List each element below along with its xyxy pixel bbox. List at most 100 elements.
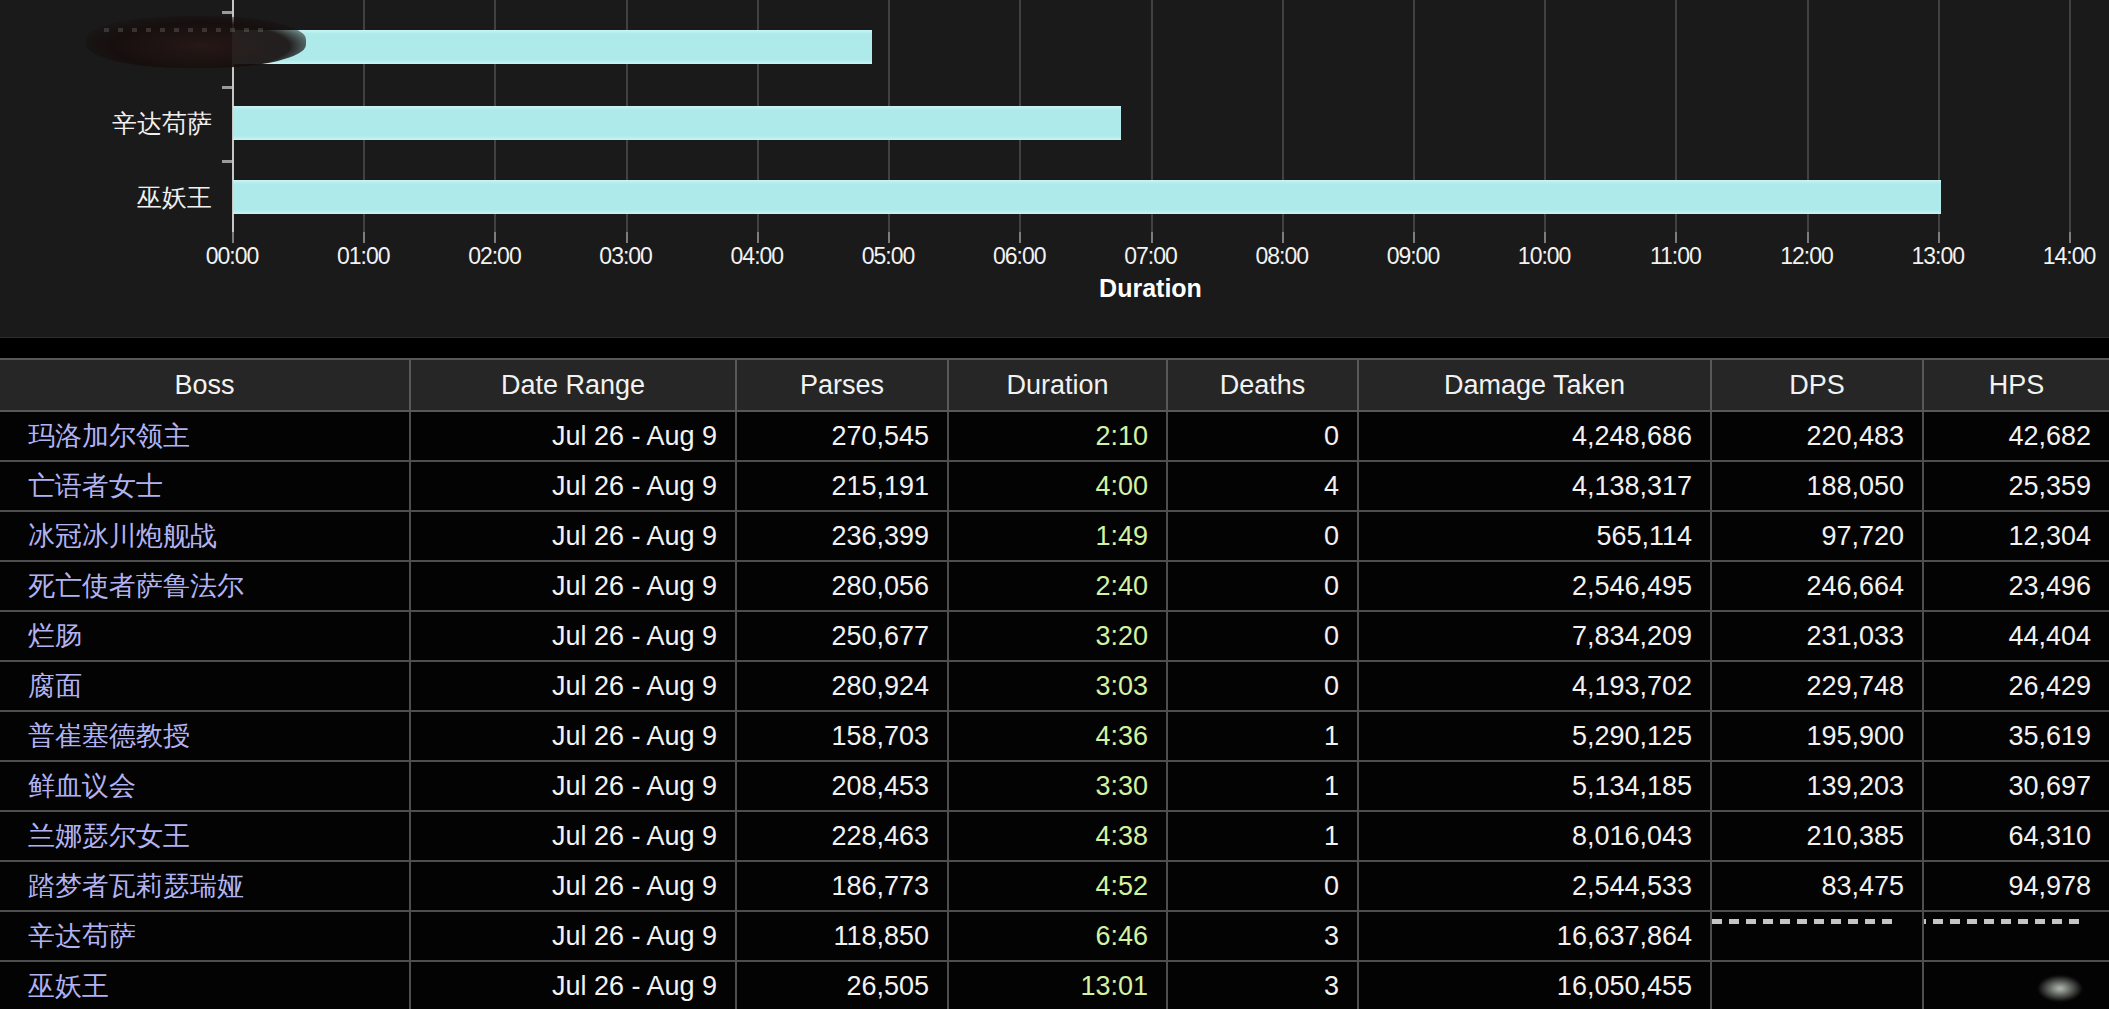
hps-cell: 42,682	[1923, 411, 2109, 461]
x-axis-tick	[363, 232, 365, 243]
deaths-cell: 3	[1167, 961, 1358, 1009]
x-axis-tick	[1019, 232, 1021, 243]
dps-cell: 231,033	[1711, 611, 1923, 661]
gridline	[2069, 0, 2071, 232]
boss-link[interactable]: 烂肠	[28, 621, 82, 651]
table-row: 死亡使者萨鲁法尔 Jul 26 - Aug 9 280,056 2:40 0 2…	[0, 561, 2109, 611]
x-axis-tick	[2069, 232, 2071, 243]
col-header-boss[interactable]: Boss	[0, 359, 410, 411]
x-axis-tick	[1413, 232, 1415, 243]
boss-link[interactable]: 亡语者女士	[28, 471, 163, 501]
col-header-duration[interactable]: Duration	[948, 359, 1167, 411]
col-header-parses[interactable]: Parses	[736, 359, 948, 411]
damage-taken-cell: 565,114	[1358, 511, 1711, 561]
boss-link[interactable]: 普崔塞德教授	[28, 721, 190, 751]
duration-bar[interactable]	[233, 180, 1941, 214]
boss-link[interactable]: 巫妖王	[28, 971, 109, 1001]
col-header-dps[interactable]: DPS	[1711, 359, 1923, 411]
dps-cell	[1711, 961, 1923, 1009]
x-axis-tick-label: 14:00	[1999, 243, 2109, 270]
boss-cell: 冰冠冰川炮舰战	[0, 511, 410, 561]
boss-link[interactable]: 死亡使者萨鲁法尔	[28, 571, 244, 601]
deaths-cell: 0	[1167, 861, 1358, 911]
table-row: 鲜血议会 Jul 26 - Aug 9 208,453 3:30 1 5,134…	[0, 761, 2109, 811]
table-row: 辛达苟萨 Jul 26 - Aug 9 118,850 6:46 3 16,63…	[0, 911, 2109, 961]
x-axis-tick	[1282, 232, 1284, 243]
boss-cell: 踏梦者瓦莉瑟瑞娅	[0, 861, 410, 911]
x-axis-tick-label: 01:00	[293, 243, 433, 270]
boss-link[interactable]: 冰冠冰川炮舰战	[28, 521, 217, 551]
boss-link[interactable]: 踏梦者瓦莉瑟瑞娅	[28, 871, 244, 901]
censor-scribble	[86, 16, 306, 68]
parses-cell: 158,703	[736, 711, 948, 761]
x-axis-tick	[757, 232, 759, 243]
date-range-cell: Jul 26 - Aug 9	[410, 961, 736, 1009]
boss-link[interactable]: 玛洛加尔领主	[28, 421, 190, 451]
damage-taken-cell: 16,050,455	[1358, 961, 1711, 1009]
x-axis-tick	[1807, 232, 1809, 243]
x-axis-tick	[232, 232, 234, 243]
duration-cell: 3:03	[948, 661, 1167, 711]
deaths-cell: 3	[1167, 911, 1358, 961]
parses-cell: 228,463	[736, 811, 948, 861]
boss-cell: 兰娜瑟尔女王	[0, 811, 410, 861]
duration-cell: 4:38	[948, 811, 1167, 861]
table-row: 玛洛加尔领主 Jul 26 - Aug 9 270,545 2:10 0 4,2…	[0, 411, 2109, 461]
damage-taken-cell: 5,134,185	[1358, 761, 1711, 811]
x-axis-tick-label: 08:00	[1212, 243, 1352, 270]
parses-cell: 270,545	[736, 411, 948, 461]
date-range-cell: Jul 26 - Aug 9	[410, 411, 736, 461]
dps-cell: 97,720	[1711, 511, 1923, 561]
deaths-cell: 0	[1167, 411, 1358, 461]
col-header-hps[interactable]: HPS	[1923, 359, 2109, 411]
category-label[interactable]: 巫妖王	[0, 180, 212, 214]
damage-taken-cell: 2,544,533	[1358, 861, 1711, 911]
boss-cell: 死亡使者萨鲁法尔	[0, 561, 410, 611]
boss-link[interactable]: 辛达苟萨	[28, 921, 136, 951]
date-range-cell: Jul 26 - Aug 9	[410, 461, 736, 511]
hps-cell: 26,429	[1923, 661, 2109, 711]
y-axis-tick	[222, 160, 232, 163]
dps-cell: 229,748	[1711, 661, 1923, 711]
table-row: 烂肠 Jul 26 - Aug 9 250,677 3:20 0 7,834,2…	[0, 611, 2109, 661]
dps-cell: 210,385	[1711, 811, 1923, 861]
category-label[interactable]: 辛达苟萨	[0, 106, 212, 140]
boss-cell: 普崔塞德教授	[0, 711, 410, 761]
parses-cell: 208,453	[736, 761, 948, 811]
table-row: 冰冠冰川炮舰战 Jul 26 - Aug 9 236,399 1:49 0 56…	[0, 511, 2109, 561]
boss-link[interactable]: 兰娜瑟尔女王	[28, 821, 190, 851]
parses-cell: 118,850	[736, 911, 948, 961]
y-axis-tick	[222, 86, 232, 89]
boss-link[interactable]: 鲜血议会	[28, 771, 136, 801]
col-header-date-range[interactable]: Date Range	[410, 359, 736, 411]
duration-bar[interactable]	[233, 106, 1121, 140]
deaths-cell: 0	[1167, 561, 1358, 611]
hps-cell: 64,310	[1923, 811, 2109, 861]
table-row: 腐面 Jul 26 - Aug 9 280,924 3:03 0 4,193,7…	[0, 661, 2109, 711]
y-axis-tick	[222, 11, 232, 14]
hps-cell	[1923, 961, 2109, 1009]
duration-cell: 4:00	[948, 461, 1167, 511]
boss-link[interactable]: 腐面	[28, 671, 82, 701]
duration-bar[interactable]	[233, 30, 872, 64]
dps-cell: 188,050	[1711, 461, 1923, 511]
damage-taken-cell: 4,193,702	[1358, 661, 1711, 711]
duration-cell: 3:30	[948, 761, 1167, 811]
deaths-cell: 0	[1167, 611, 1358, 661]
table-row: 亡语者女士 Jul 26 - Aug 9 215,191 4:00 4 4,13…	[0, 461, 2109, 511]
col-header-deaths[interactable]: Deaths	[1167, 359, 1358, 411]
deaths-cell: 1	[1167, 761, 1358, 811]
parses-cell: 186,773	[736, 861, 948, 911]
table-row: 巫妖王 Jul 26 - Aug 9 26,505 13:01 3 16,050…	[0, 961, 2109, 1009]
date-range-cell: Jul 26 - Aug 9	[410, 511, 736, 561]
col-header-damage-taken[interactable]: Damage Taken	[1358, 359, 1711, 411]
damage-taken-cell: 4,248,686	[1358, 411, 1711, 461]
duration-cell: 13:01	[948, 961, 1167, 1009]
boss-cell: 鲜血议会	[0, 761, 410, 811]
parses-cell: 250,677	[736, 611, 948, 661]
duration-cell: 4:52	[948, 861, 1167, 911]
boss-table-body: 玛洛加尔领主 Jul 26 - Aug 9 270,545 2:10 0 4,2…	[0, 411, 2109, 1009]
x-axis-tick	[1675, 232, 1677, 243]
boss-stats-table: Boss Date Range Parses Duration Deaths D…	[0, 358, 2109, 1009]
dps-cell: 220,483	[1711, 411, 1923, 461]
